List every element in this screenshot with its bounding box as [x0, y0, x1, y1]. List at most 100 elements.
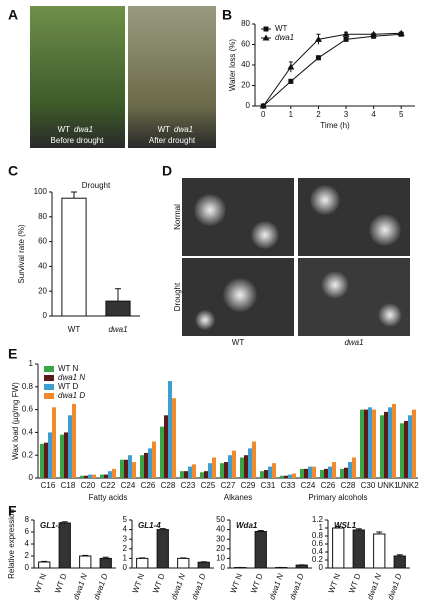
y-tick-label: 0 [29, 473, 34, 482]
x-tick-label: C26 [141, 481, 156, 490]
y-tick-label: 10 [216, 554, 225, 563]
x-tick-label: UNK1 [377, 481, 399, 490]
x-tick-label: C25 [201, 481, 216, 490]
x-tick-label: C29 [241, 481, 256, 490]
y-tick-label: 0.8 [22, 382, 34, 391]
y-tick-label: 6 [25, 527, 30, 536]
y-tick-label: 0.8 [312, 531, 324, 540]
bar [200, 472, 204, 478]
bar [148, 448, 152, 478]
marker [259, 102, 267, 109]
bar [38, 561, 51, 569]
bar [177, 557, 190, 569]
y-tick-label: 2 [123, 544, 128, 553]
bar [280, 475, 284, 478]
bar [124, 459, 128, 478]
y-axis-label: Wax load (µg/mg FW) [11, 382, 20, 460]
x-tick-label: WT N [229, 572, 244, 594]
y-tick-label: 2 [25, 551, 30, 560]
bar [136, 557, 149, 569]
y-tick-label: 3 [123, 534, 128, 543]
bar [254, 531, 267, 569]
y-tick-label: 1 [319, 523, 324, 532]
bar [400, 423, 404, 478]
legend-swatch [44, 384, 54, 390]
x-tick-label: dwa1 D [190, 572, 208, 600]
y-tick-label: 1.2 [312, 515, 324, 524]
bar [112, 468, 116, 478]
bar [232, 450, 236, 478]
y-tick-label: 20 [216, 544, 225, 553]
x-tick-label: dwa1 D [288, 572, 306, 600]
bar [108, 471, 112, 478]
bar [244, 455, 248, 478]
panel-label: B [222, 7, 232, 23]
legend-label: WT [275, 24, 288, 33]
bar [368, 407, 372, 478]
sem-spot [310, 185, 340, 215]
x-tick-label: UNK2 [397, 481, 419, 490]
bar [292, 473, 296, 478]
sem-spot [223, 278, 257, 312]
x-tick-label: WT N [131, 572, 146, 594]
y-tick-label: 8 [25, 515, 30, 524]
x-tick-label: WT N [33, 572, 48, 594]
x-tick-label: C20 [81, 481, 96, 490]
bar [152, 441, 156, 478]
y-tick-label: 0 [43, 311, 48, 320]
bar [332, 462, 336, 478]
marker [288, 78, 294, 84]
bar [208, 463, 212, 478]
bar [99, 557, 112, 569]
x-tick-label: 1 [289, 110, 294, 119]
bar [412, 409, 416, 478]
y-tick-label: 100 [34, 187, 48, 196]
bar [204, 471, 208, 478]
legend-label: WT D [58, 382, 79, 391]
x-tick-label: C23 [181, 481, 196, 490]
x-tick-label: dwa1 [108, 325, 127, 334]
bar [60, 434, 64, 478]
bar [332, 527, 345, 569]
bar [384, 411, 388, 478]
x-tick-label: C30 [361, 481, 376, 490]
x-tick-label: C28 [341, 481, 356, 490]
photo [128, 6, 216, 148]
bar [295, 564, 308, 569]
bar [168, 381, 172, 478]
x-tick-label: dwa1 N [365, 572, 383, 600]
bar [324, 468, 328, 478]
bar [156, 529, 169, 569]
bar [84, 475, 88, 478]
bar [212, 457, 216, 478]
sem-spot [251, 221, 279, 249]
y-tick-label: 80 [241, 19, 250, 28]
column-label: dwa1 [344, 338, 363, 347]
bar [104, 474, 108, 478]
marker [287, 63, 295, 70]
marker [262, 34, 270, 41]
legend-swatch [44, 375, 54, 381]
x-tick-label: dwa1 N [267, 572, 285, 600]
bar [220, 463, 224, 478]
chart-title: GL1-2 [40, 521, 63, 530]
x-tick-label: C27 [221, 481, 236, 490]
bar [184, 471, 188, 478]
y-tick-label: 0.4 [312, 547, 324, 556]
group-label: Alkanes [224, 493, 252, 502]
y-tick-label: 40 [38, 262, 47, 271]
panel-label: E [8, 346, 17, 362]
y-tick-label: 0.4 [22, 428, 34, 437]
y-tick-label: 40 [241, 60, 250, 69]
bar [188, 466, 192, 478]
y-tick-label: 0 [25, 563, 30, 572]
bar [304, 468, 308, 478]
x-tick-label: WT D [347, 572, 362, 594]
x-tick-label: C28 [161, 481, 176, 490]
bar [140, 455, 144, 478]
bar [344, 467, 348, 478]
panel-label: D [162, 163, 172, 179]
y-tick-label: 40 [216, 525, 225, 534]
x-tick-label: C31 [261, 481, 276, 490]
x-tick-label: C16 [41, 481, 56, 490]
